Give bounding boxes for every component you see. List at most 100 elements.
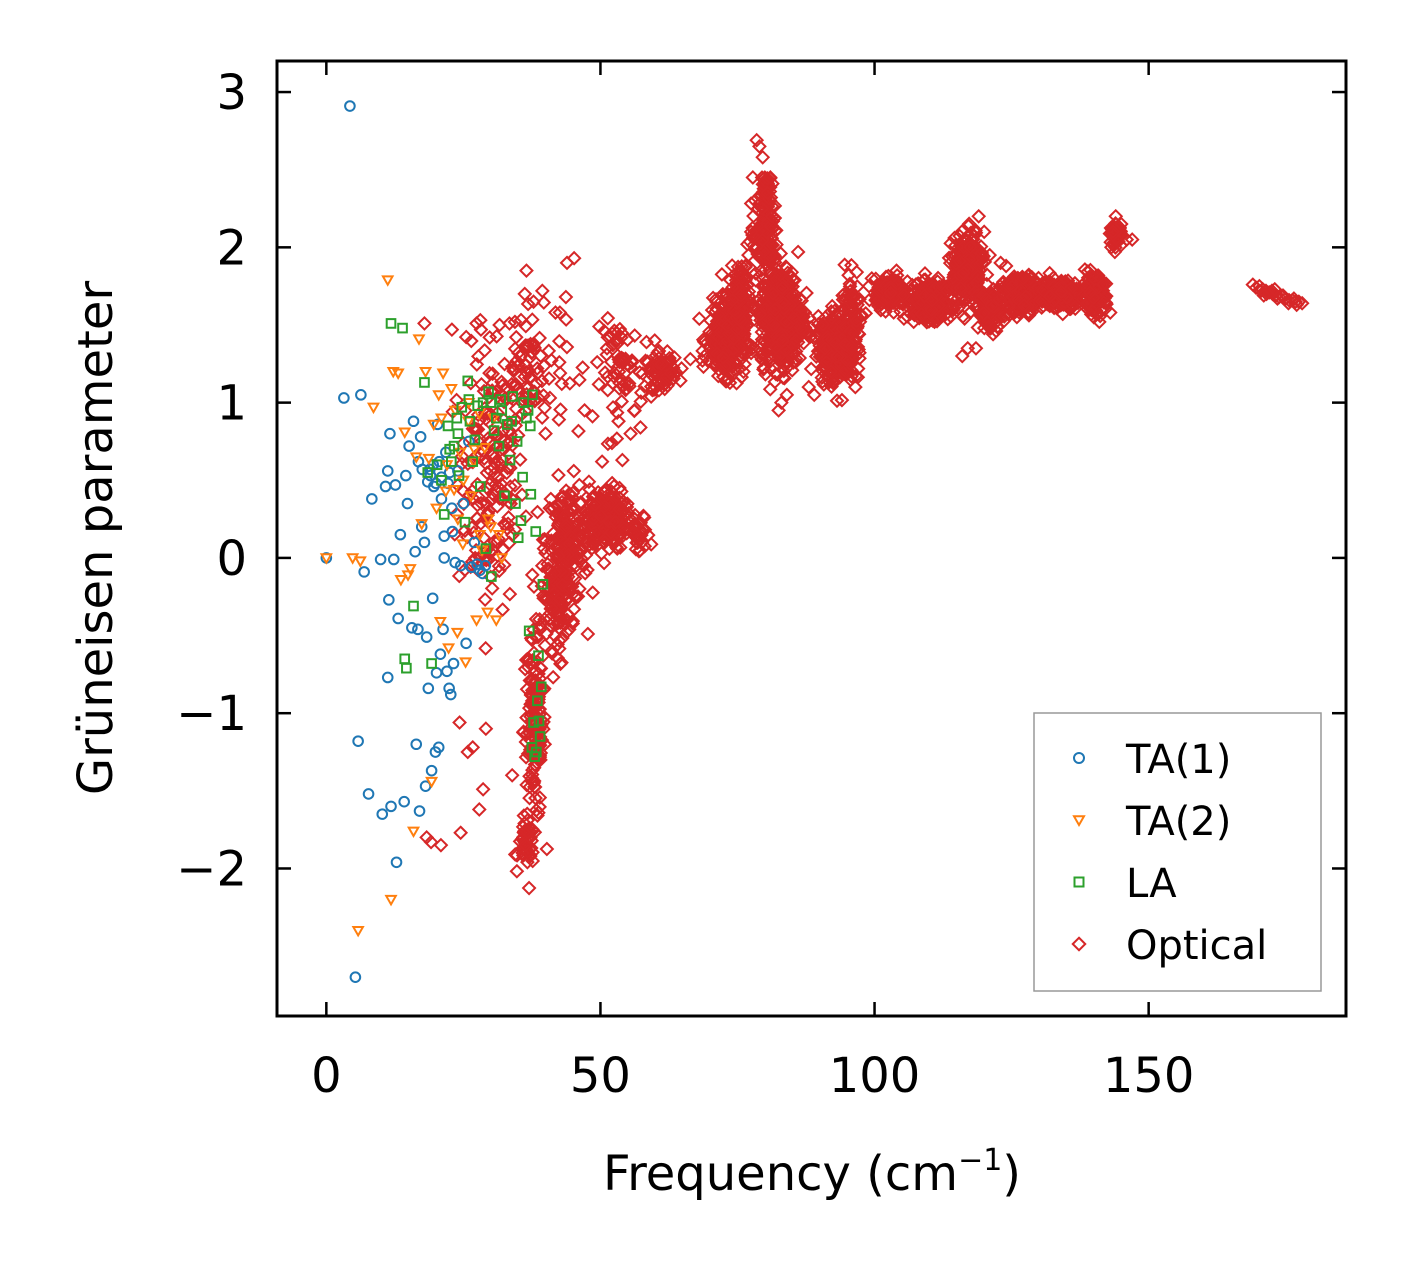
data-point-optical (725, 292, 741, 308)
y-tick-label: −2 (176, 841, 247, 897)
data-point-optical (916, 281, 932, 297)
data-point-ta-1- (352, 735, 364, 747)
data-point-optical (952, 228, 968, 244)
data-point-optical (626, 525, 642, 541)
data-point-ta-2- (384, 894, 398, 907)
data-point-optical (752, 268, 767, 284)
data-point-optical (522, 790, 537, 806)
data-point-optical (834, 321, 850, 337)
data-point-la (515, 515, 527, 526)
data-point-optical (538, 426, 553, 441)
data-point-ta-2- (425, 776, 439, 789)
data-point-optical (849, 291, 865, 307)
data-point-la (485, 397, 497, 408)
data-point-optical (541, 371, 557, 387)
data-point-optical (771, 402, 787, 418)
data-point-optical (453, 825, 469, 841)
data-point-ta-2- (467, 444, 481, 457)
data-point-optical (779, 387, 795, 403)
data-point-optical (554, 494, 570, 510)
data-point-optical (715, 350, 731, 365)
data-point-optical (815, 359, 831, 375)
data-point-la (511, 436, 523, 447)
series-optical (417, 132, 1310, 896)
data-point-optical (1107, 234, 1123, 250)
data-point-optical (577, 505, 593, 520)
data-point-optical (767, 301, 783, 317)
data-point-ta-1- (358, 566, 370, 578)
data-point-optical (760, 178, 776, 194)
data-point-ta-1- (374, 553, 387, 566)
data-point-optical (726, 331, 742, 347)
data-point-optical (417, 316, 432, 331)
data-point-ta-1- (447, 657, 460, 670)
data-point-optical (532, 622, 548, 638)
data-point-optical (795, 308, 811, 324)
data-point-optical (600, 310, 616, 326)
data-point-ta-1- (471, 558, 483, 570)
data-point-ta-2- (394, 575, 408, 587)
data-point-optical (550, 650, 566, 666)
data-point-optical (765, 286, 781, 302)
data-point-ta-1- (418, 536, 431, 549)
data-point-la (431, 459, 443, 471)
data-point-optical (543, 352, 559, 368)
data-point-optical (452, 715, 467, 730)
data-point-ta-2- (427, 419, 441, 432)
data-point-optical (1021, 307, 1037, 323)
data-point-optical (786, 310, 802, 326)
data-point-optical (550, 637, 565, 652)
data-point-ta-1- (422, 682, 435, 695)
data-point-optical (551, 467, 566, 483)
data-point-optical (518, 318, 534, 334)
data-point-optical (477, 592, 493, 607)
data-point-optical (618, 351, 633, 367)
data-point-ta-1- (383, 594, 395, 606)
data-point-optical (1286, 291, 1302, 306)
data-point-optical (982, 247, 998, 263)
data-point-optical (774, 327, 790, 343)
data-point-optical (614, 452, 630, 468)
data-point-optical (637, 538, 653, 554)
data-point-optical (1046, 300, 1062, 316)
data-point-optical (902, 306, 918, 322)
data-point-optical (709, 345, 725, 361)
data-point-optical (603, 354, 619, 370)
data-point-la (462, 375, 474, 387)
data-point-optical (940, 311, 956, 327)
data-point-ta-2- (366, 402, 381, 415)
data-point-optical (943, 308, 959, 324)
data-point-optical (759, 170, 775, 186)
data-point-optical (983, 298, 999, 313)
data-point-optical (567, 589, 583, 604)
data-point-optical (835, 288, 851, 303)
data-point-optical (744, 341, 760, 357)
data-point-optical (714, 266, 730, 282)
data-point-optical (756, 244, 771, 260)
data-point-optical (1045, 293, 1061, 309)
data-point-optical (775, 332, 791, 348)
data-point-la (483, 386, 494, 398)
data-point-optical (568, 558, 584, 574)
data-point-la (480, 543, 492, 554)
data-point-optical (917, 266, 933, 281)
data-point-optical (591, 525, 607, 541)
data-point-optical (596, 555, 612, 571)
data-point-optical (815, 317, 831, 333)
data-point-optical (444, 322, 460, 338)
data-point-optical (767, 260, 783, 276)
data-point-la (408, 600, 419, 612)
data-point-optical (617, 375, 633, 391)
y-tick-label: −1 (176, 686, 247, 742)
data-point-optical (507, 314, 523, 330)
data-point-optical (566, 250, 582, 266)
data-point-optical (497, 356, 513, 372)
data-point-optical (979, 276, 995, 292)
data-point-optical (776, 363, 792, 379)
data-point-optical (963, 239, 978, 255)
data-point-optical (1016, 298, 1032, 313)
data-point-optical (839, 352, 854, 368)
data-point-optical (754, 332, 770, 347)
data-point-optical (558, 518, 574, 534)
